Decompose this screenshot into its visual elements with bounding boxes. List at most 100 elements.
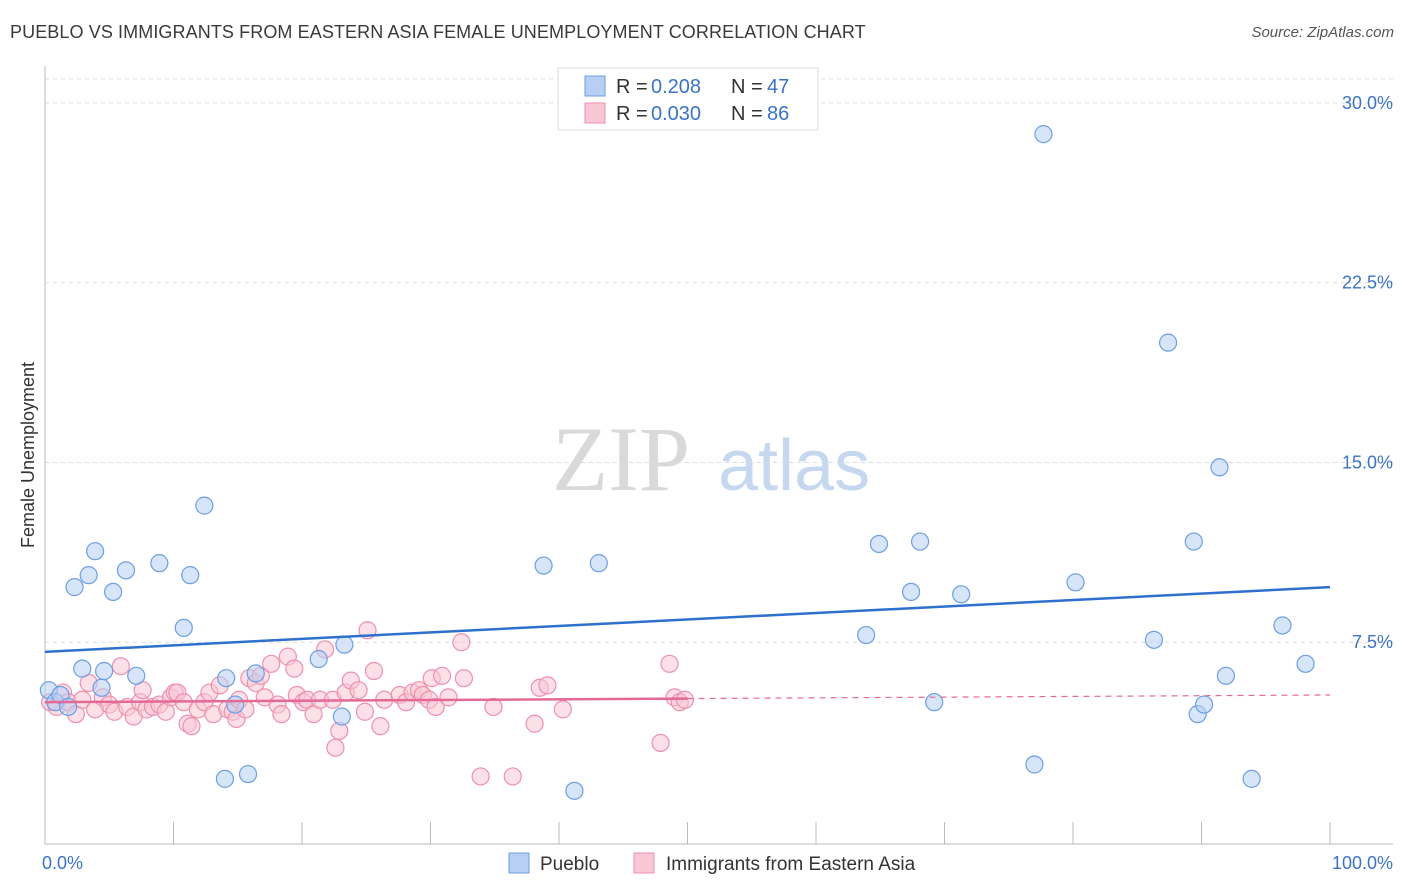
pueblo-point xyxy=(73,659,92,678)
pueblo-point xyxy=(150,554,169,573)
legend-n-value-1: 47 xyxy=(767,76,789,98)
pueblo-point xyxy=(1034,125,1053,144)
pueblo-point xyxy=(104,582,123,602)
immigrants-point xyxy=(525,714,544,733)
pueblo-point xyxy=(309,649,328,669)
pueblo-point xyxy=(332,707,351,726)
pueblo-point xyxy=(565,781,584,800)
watermark-atlas: atlas xyxy=(718,426,870,506)
pueblo-point xyxy=(901,582,921,602)
immigrants-point xyxy=(111,657,130,676)
pueblo-point xyxy=(925,693,944,712)
immigrants-point xyxy=(538,676,557,695)
pueblo-point xyxy=(1273,616,1292,635)
pueblo-point xyxy=(1296,654,1315,673)
pueblo-point xyxy=(1216,666,1236,685)
pueblo-point xyxy=(910,532,930,551)
y-axis-label: Female Unemployment xyxy=(18,362,38,548)
legend-n-value-2: 86 xyxy=(767,103,789,125)
trend-lines xyxy=(44,585,1331,704)
immigrants-point xyxy=(432,666,452,685)
pueblo-point xyxy=(335,635,354,654)
tick-labels: 7.5% 15.0% 22.5% 30.0% 0.0% 100.0% xyxy=(42,93,1393,873)
immigrants-trend-line-extension xyxy=(687,694,1331,700)
x-tick-label: 100.0% xyxy=(1332,853,1393,873)
watermark-zip: ZIP xyxy=(552,408,690,510)
immigrants-point xyxy=(73,690,92,709)
legend-r-label-1: R = xyxy=(616,76,648,98)
legend-swatch-pueblo xyxy=(584,75,606,97)
bottom-legend-swatch-immigrants xyxy=(633,852,655,874)
y-tick-label: 7.5% xyxy=(1352,632,1393,652)
legend-n-label-2: N = xyxy=(731,103,763,125)
pueblo-point xyxy=(195,496,214,515)
immigrants-point xyxy=(660,654,679,673)
chart-title: PUEBLO VS IMMIGRANTS FROM EASTERN ASIA F… xyxy=(10,22,866,42)
immigrants-point xyxy=(349,681,368,700)
pueblo-point xyxy=(1066,573,1085,592)
chart-source: Source: ZipAtlas.com xyxy=(1251,24,1394,41)
pueblo-point xyxy=(181,566,200,585)
pueblo-point xyxy=(589,554,608,573)
pueblo-point xyxy=(952,585,971,604)
immigrants-point xyxy=(272,705,291,724)
immigrants-point xyxy=(326,738,345,757)
pueblo-point xyxy=(534,556,553,575)
pueblo-point xyxy=(95,661,114,681)
pueblo-point xyxy=(1210,458,1229,477)
pueblo-point xyxy=(857,625,876,645)
immigrants-point xyxy=(364,661,384,681)
pueblo-point xyxy=(246,664,265,683)
immigrants-point xyxy=(651,733,670,753)
immigrants-point xyxy=(454,669,474,688)
immigrants-point xyxy=(371,717,390,736)
bottom-legend-label-pueblo: Pueblo xyxy=(540,854,599,875)
x-tick-label: 0.0% xyxy=(42,853,83,873)
pueblo-point xyxy=(217,669,236,688)
immigrants-point xyxy=(452,633,471,652)
pueblo-point xyxy=(116,561,136,580)
bottom-legend-swatch-pueblo xyxy=(508,852,530,874)
axes xyxy=(44,66,1393,845)
pueblo-point xyxy=(127,666,146,685)
immigrants-point xyxy=(439,688,458,707)
immigrants-point xyxy=(262,654,281,673)
immigrants-point xyxy=(503,767,522,786)
immigrants-point xyxy=(484,697,503,717)
legend-n-label-1: N = xyxy=(731,76,763,98)
stats-legend: R = 0.208 N = 47 R = 0.030 N = 86 xyxy=(557,67,819,131)
legend-r-label-2: R = xyxy=(616,103,648,125)
pueblo-point xyxy=(1025,755,1044,774)
legend-swatch-immigrants xyxy=(584,102,606,124)
gridlines xyxy=(45,78,1393,643)
immigrants-point xyxy=(355,702,375,721)
pueblo-point xyxy=(238,764,258,784)
pueblo-point xyxy=(79,566,98,585)
pueblo-point xyxy=(86,542,105,561)
pueblo-point xyxy=(1144,630,1164,649)
immigrants-point xyxy=(182,717,201,736)
y-tick-label: 15.0% xyxy=(1342,452,1393,472)
legend-r-value-2: 0.030 xyxy=(651,103,701,125)
immigrants-point xyxy=(471,767,490,786)
pueblo-trend-line xyxy=(44,585,1331,654)
pueblo-point xyxy=(1158,333,1178,352)
pueblo-point xyxy=(1184,532,1203,551)
bottom-legend-label-immigrants: Immigrants from Eastern Asia xyxy=(666,854,916,875)
pueblo-point xyxy=(1242,769,1261,788)
immigrants-point xyxy=(426,697,445,717)
pueblo-point xyxy=(92,678,111,697)
series-legend: Pueblo Immigrants from Eastern Asia xyxy=(508,852,916,875)
immigrants-trend-line xyxy=(44,697,688,704)
pueblo-point xyxy=(174,618,193,637)
pueblo-point xyxy=(226,695,245,714)
immigrants-point xyxy=(285,659,304,678)
pueblo-point xyxy=(65,578,84,597)
pueblo-point xyxy=(869,534,889,554)
pueblo-point xyxy=(215,769,234,788)
legend-r-value-1: 0.208 xyxy=(651,76,701,98)
y-tick-label: 22.5% xyxy=(1342,273,1393,293)
pueblo-point xyxy=(1194,695,1214,714)
y-tick-label: 30.0% xyxy=(1342,93,1393,113)
